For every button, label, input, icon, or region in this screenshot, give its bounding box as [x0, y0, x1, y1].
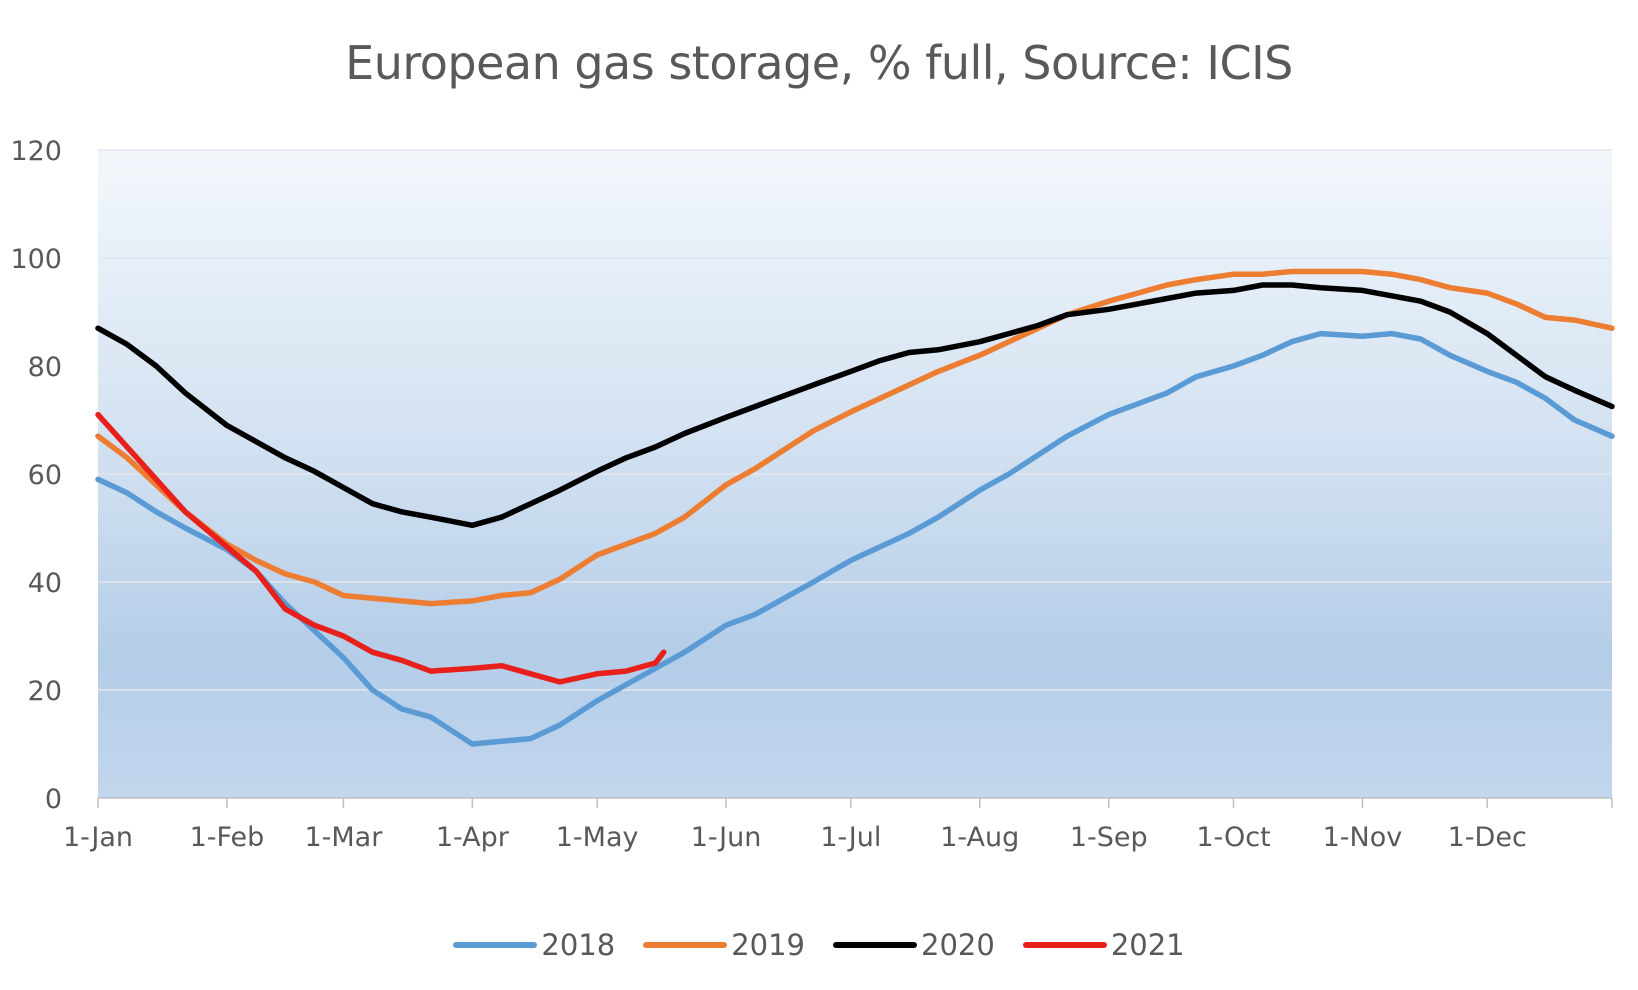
- x-tick-label: 1-Mar: [304, 822, 383, 853]
- legend-item-2020: 2020: [833, 928, 995, 962]
- x-tick-label: 1-Feb: [190, 822, 265, 853]
- legend-item-2018: 2018: [453, 928, 615, 962]
- gridlines: [98, 149, 1612, 691]
- y-tick-label: 120: [10, 136, 62, 167]
- legend-item-2019: 2019: [643, 928, 805, 962]
- legend-swatch: [453, 942, 538, 948]
- x-tick-label: 1-Sep: [1070, 822, 1148, 853]
- x-tick-label: 1-Nov: [1323, 822, 1403, 853]
- x-tick-label: 1-May: [556, 822, 639, 853]
- x-tick-label: 1-Apr: [436, 822, 510, 853]
- y-tick-label: 60: [28, 460, 62, 491]
- legend-swatch: [1022, 942, 1107, 948]
- x-tick-label: 1-Jan: [63, 822, 133, 853]
- chart-title: European gas storage, % full, Source: IC…: [345, 36, 1293, 90]
- legend-swatch: [833, 942, 917, 948]
- legend-label: 2019: [731, 928, 805, 962]
- series-line-2019: [95, 268, 1615, 607]
- legend-label: 2020: [921, 928, 995, 962]
- y-tick-label: 100: [10, 244, 62, 275]
- x-tick-label: 1-Oct: [1196, 822, 1270, 853]
- series-line-2018: [95, 330, 1615, 747]
- y-tick-label: 0: [45, 784, 62, 815]
- legend-label: 2018: [541, 928, 616, 962]
- legend: 2018 2019 2020 2021: [0, 928, 1638, 962]
- x-tick-label: 1-Aug: [940, 822, 1019, 853]
- series-lines: [95, 268, 1615, 747]
- y-tick-label: 40: [28, 568, 62, 599]
- x-tick-label: 1-Dec: [1448, 822, 1527, 853]
- series-line-2021: [95, 411, 667, 685]
- series-line-2020: [95, 282, 1615, 529]
- legend-swatch: [643, 942, 728, 948]
- y-tick-label: 20: [28, 676, 62, 707]
- axes: 0 20 40 60 80 100 120 1-Jan 1-Feb 1-Mar 1-Apr 1-May…: [10, 136, 1613, 853]
- x-tick-label: 1-Jul: [820, 822, 881, 853]
- y-tick-label: 80: [28, 352, 62, 383]
- legend-label: 2021: [1110, 928, 1185, 962]
- x-tick-label: 1-Jun: [691, 822, 762, 853]
- legend-item-2021: 2021: [1022, 928, 1185, 962]
